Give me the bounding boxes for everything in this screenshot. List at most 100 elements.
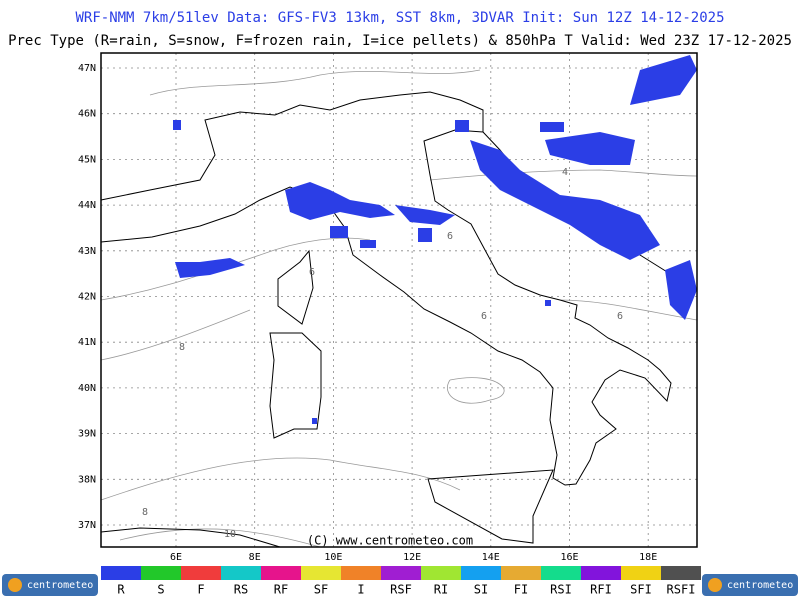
- isotherm: [100, 457, 461, 501]
- legend-label: RF: [274, 583, 288, 597]
- legend-label: RSFI: [667, 583, 696, 597]
- legend-label: RI: [434, 583, 448, 597]
- precip-area: [545, 300, 551, 306]
- contour-label: 4: [562, 167, 568, 178]
- legend-swatch: [581, 566, 621, 580]
- logo-icon: [8, 578, 22, 592]
- isotherm: [559, 299, 698, 321]
- lat-label: 40N: [78, 383, 96, 394]
- precip-area: [360, 240, 376, 248]
- precip-area: [418, 228, 432, 242]
- precip-area: [395, 205, 455, 225]
- legend-label: SI: [474, 583, 488, 597]
- isotherm: [100, 237, 371, 301]
- precipitation-rain: [173, 55, 697, 424]
- legend-swatch: [381, 566, 421, 580]
- lon-label: 18E: [639, 552, 657, 563]
- lat-label: 45N: [78, 154, 96, 165]
- copyright: (C) www.centrometeo.com: [307, 534, 473, 548]
- title: WRF-NMM 7km/51lev Data: GFS-FV3 13km, SS…: [75, 10, 724, 26]
- legend-label: RFI: [590, 583, 612, 597]
- logo-right: centrometeo: [702, 574, 798, 596]
- lat-label: 46N: [78, 109, 96, 120]
- lon-label: 8E: [249, 552, 261, 563]
- lat-label: 41N: [78, 337, 96, 348]
- legend-label: F: [197, 583, 204, 597]
- lat-label: 37N: [78, 520, 96, 531]
- legend-swatch: [181, 566, 221, 580]
- sardinia: [269, 332, 322, 439]
- lat-label: 43N: [78, 246, 96, 257]
- contour-labels: 4 6 6 6 6 8 8 10: [142, 167, 623, 540]
- legend-swatch: [461, 566, 501, 580]
- precip-area: [455, 120, 469, 132]
- isotherm: [119, 528, 321, 548]
- legend-swatch: [501, 566, 541, 580]
- contour-label: 6: [617, 311, 623, 322]
- legend-swatch: [541, 566, 581, 580]
- logo-box: [702, 574, 798, 596]
- lat-label: 47N: [78, 63, 96, 74]
- legend-swatch: [141, 566, 181, 580]
- legend-swatch: [341, 566, 381, 580]
- lat-label: 39N: [78, 429, 96, 440]
- legend-label: R: [117, 583, 125, 597]
- precip-area: [470, 140, 660, 260]
- contour-label: 8: [179, 342, 185, 353]
- coastline-africa: [100, 527, 281, 548]
- isotherm: [447, 377, 505, 404]
- legend-label: SFI: [630, 583, 652, 597]
- precip-area: [173, 120, 181, 130]
- isotherm: [149, 69, 481, 96]
- legend-swatch: [221, 566, 261, 580]
- lat-label: 42N: [78, 292, 96, 303]
- legend-swatch: [101, 566, 141, 580]
- border-alps: [100, 91, 484, 201]
- isotherm: [429, 169, 698, 181]
- precip-area: [630, 55, 697, 105]
- precip-area: [545, 132, 635, 165]
- isotherm: [100, 309, 251, 361]
- isotherms: [100, 69, 698, 548]
- legend-swatch: [261, 566, 301, 580]
- precip-area: [175, 258, 245, 278]
- precip-area: [285, 182, 395, 220]
- axis-labels: 47N 46N 45N 44N 43N 42N 41N 40N 39N 38N 37N 6E 8E 10E…: [78, 63, 657, 563]
- map-frame: [100, 52, 698, 548]
- legend: R S F RS RF SF I RSF RI SI FI RSI RFI SFI RSFI: [101, 566, 701, 597]
- logo-left: centrometeo: [2, 574, 98, 596]
- legend-label: RSF: [390, 583, 412, 597]
- legend-label: I: [357, 583, 364, 597]
- corsica: [277, 249, 314, 325]
- precip-area: [540, 122, 564, 132]
- contour-label: 8: [142, 507, 148, 518]
- coastline-italy: [100, 129, 672, 486]
- lat-label: 44N: [78, 200, 96, 211]
- legend-swatch: [621, 566, 661, 580]
- legend-swatch: [661, 566, 701, 580]
- lon-label: 14E: [482, 552, 500, 563]
- legend-label: SF: [314, 583, 328, 597]
- map: 4 6 6 6 6 8 8 10 (C) www.centrometeo.com: [100, 52, 698, 548]
- legend-label: RSI: [550, 583, 572, 597]
- logo-icon: [708, 578, 722, 592]
- legend-label: FI: [514, 583, 528, 597]
- lon-label: 10E: [324, 552, 342, 563]
- logo-text: centrometeo: [27, 580, 93, 591]
- lat-label: 38N: [78, 474, 96, 485]
- lon-label: 16E: [560, 552, 578, 563]
- legend-swatch: [421, 566, 461, 580]
- precip-area: [330, 226, 348, 238]
- logo-box: [2, 574, 98, 596]
- contour-label: 10: [224, 529, 236, 540]
- lon-label: 6E: [170, 552, 182, 563]
- logo-text: centrometeo: [727, 580, 793, 591]
- contour-label: 6: [481, 311, 487, 322]
- sicily: [427, 469, 554, 544]
- subtitle: Prec Type (R=rain, S=snow, F=frozen rain…: [8, 33, 792, 49]
- precip-area: [665, 260, 697, 320]
- precip-area: [312, 418, 317, 424]
- legend-swatch: [301, 566, 341, 580]
- contour-label: 6: [309, 267, 315, 278]
